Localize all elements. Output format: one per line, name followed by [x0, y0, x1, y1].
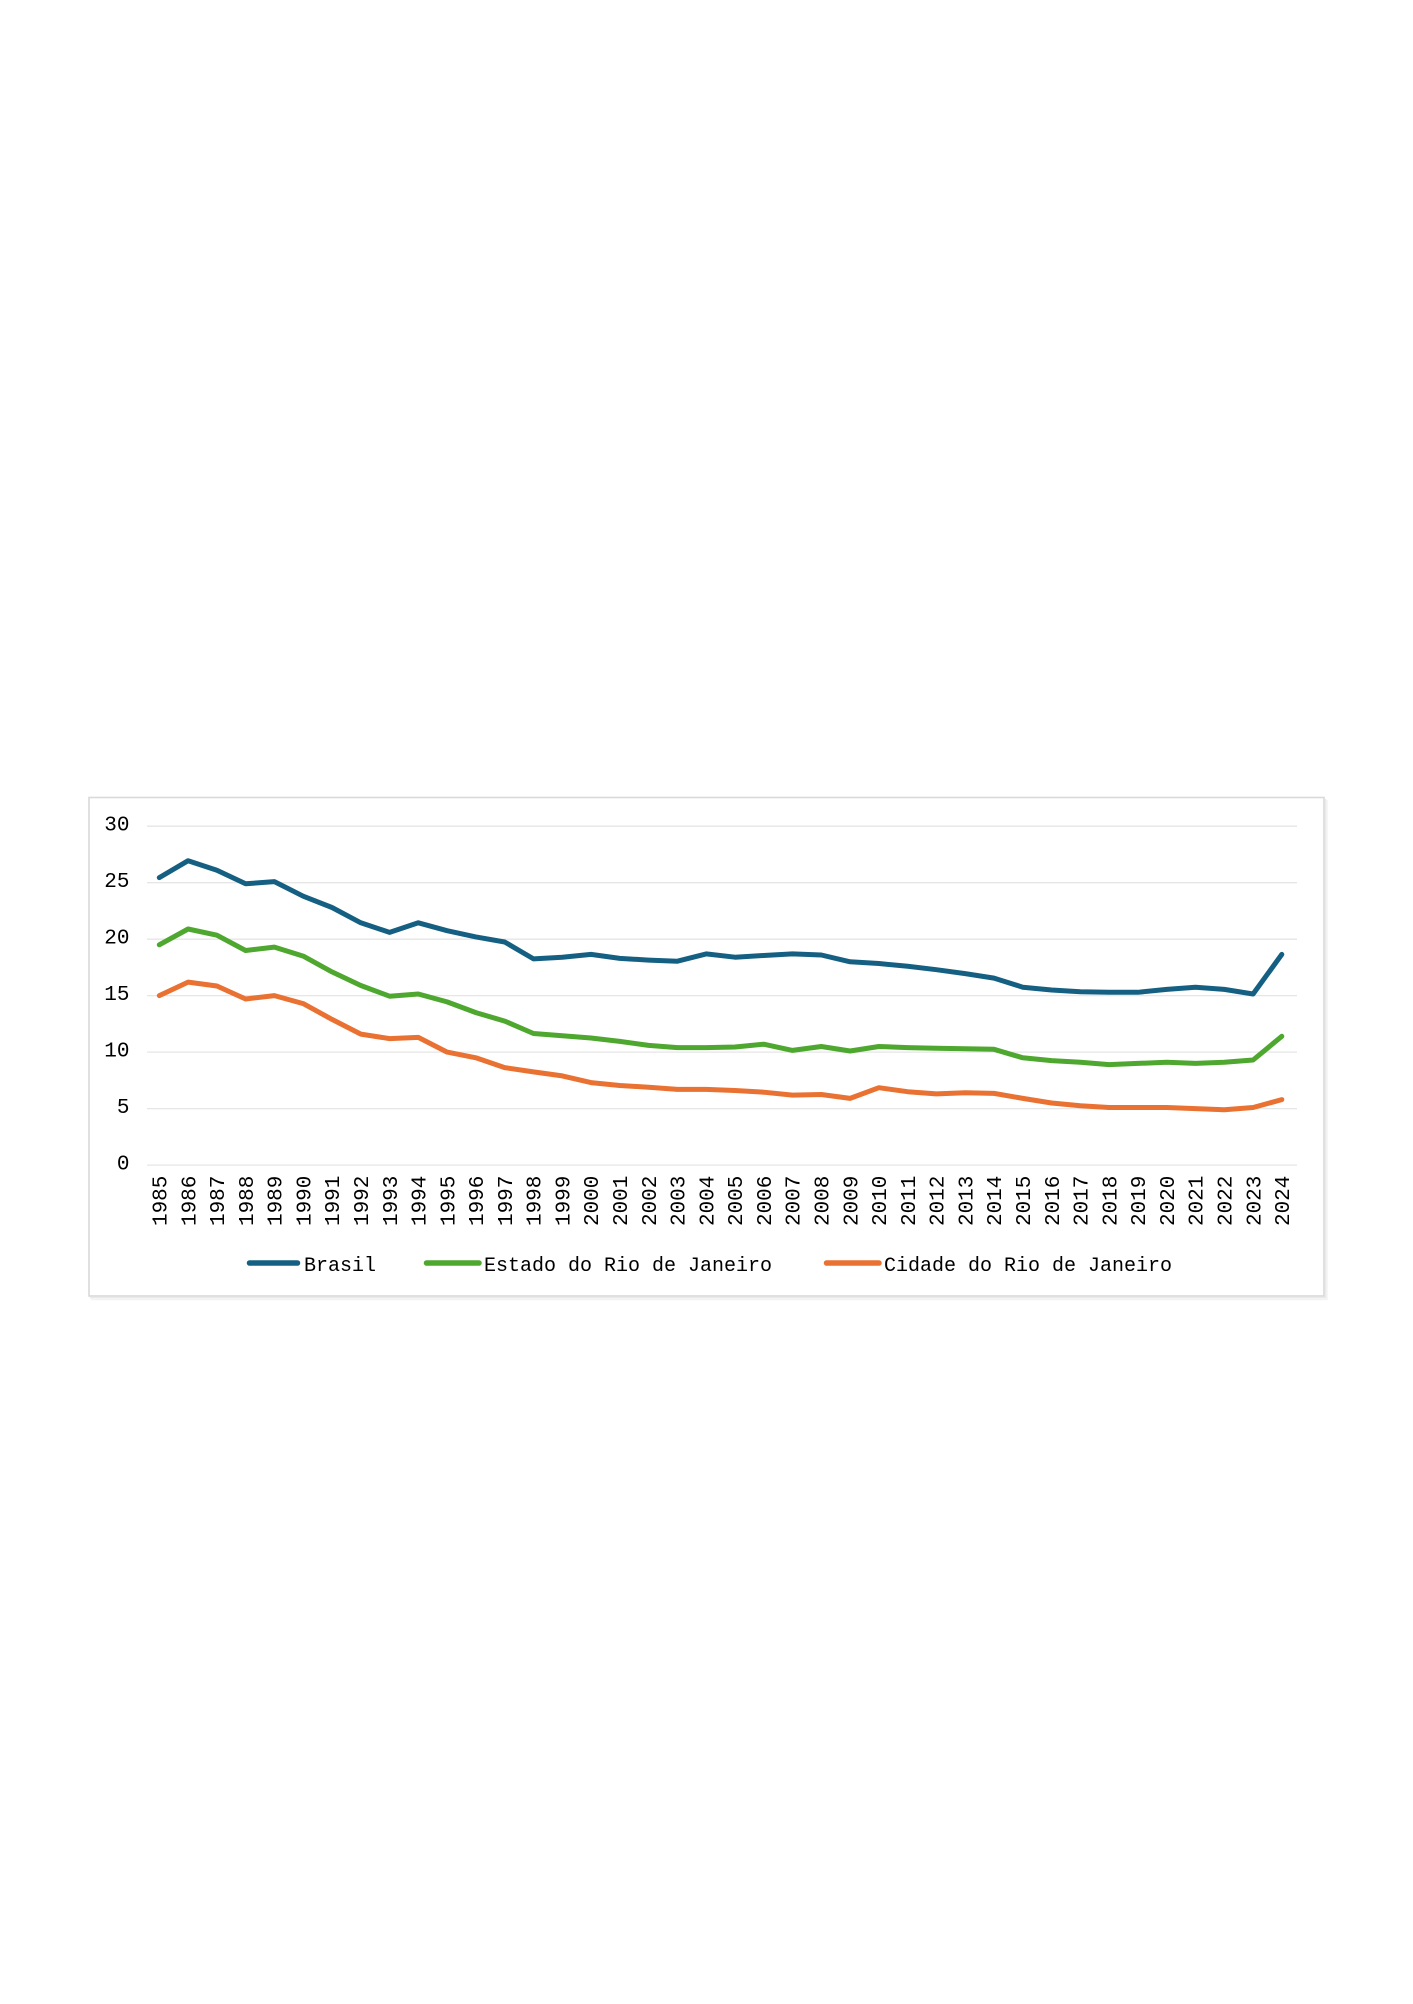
svg-text:30: 30	[104, 815, 129, 838]
svg-text:0: 0	[117, 1154, 130, 1177]
svg-text:25: 25	[104, 871, 129, 894]
svg-text:2019: 2019	[1129, 1176, 1152, 1226]
svg-text:2008: 2008	[813, 1176, 836, 1226]
svg-text:2021: 2021	[1187, 1176, 1210, 1226]
svg-text:1997: 1997	[496, 1176, 519, 1226]
svg-text:20: 20	[104, 928, 129, 951]
svg-text:2014: 2014	[985, 1176, 1008, 1226]
svg-text:2005: 2005	[726, 1176, 749, 1226]
svg-text:2004: 2004	[697, 1176, 720, 1226]
svg-text:Cidade do Rio de Janeiro: Cidade do Rio de Janeiro	[884, 1255, 1172, 1278]
svg-text:1986: 1986	[179, 1176, 202, 1226]
svg-text:1998: 1998	[525, 1176, 548, 1226]
svg-text:2009: 2009	[841, 1176, 864, 1226]
svg-text:2012: 2012	[928, 1176, 951, 1226]
svg-text:1992: 1992	[352, 1176, 375, 1226]
svg-text:1990: 1990	[294, 1176, 317, 1226]
svg-text:2000: 2000	[582, 1176, 605, 1226]
svg-text:2003: 2003	[669, 1176, 692, 1226]
svg-text:1999: 1999	[554, 1176, 577, 1226]
svg-text:1993: 1993	[381, 1176, 404, 1226]
svg-text:10: 10	[104, 1041, 129, 1064]
svg-text:1996: 1996	[467, 1176, 490, 1226]
svg-text:2020: 2020	[1158, 1176, 1181, 1226]
svg-text:2007: 2007	[784, 1176, 807, 1226]
svg-text:2006: 2006	[755, 1176, 778, 1226]
svg-text:Estado do Rio de Janeiro: Estado do Rio de Janeiro	[484, 1255, 772, 1278]
svg-text:2023: 2023	[1244, 1176, 1267, 1226]
svg-text:2022: 2022	[1216, 1176, 1239, 1226]
svg-text:1988: 1988	[237, 1176, 260, 1226]
svg-text:2017: 2017	[1072, 1176, 1095, 1226]
svg-text:1987: 1987	[208, 1176, 231, 1226]
svg-text:2010: 2010	[870, 1176, 893, 1226]
svg-text:Brasil: Brasil	[304, 1255, 376, 1278]
svg-text:2024: 2024	[1273, 1176, 1296, 1226]
svg-text:2016: 2016	[1043, 1176, 1066, 1226]
svg-text:2001: 2001	[611, 1176, 634, 1226]
svg-text:1991: 1991	[323, 1176, 346, 1226]
svg-text:15: 15	[104, 984, 129, 1007]
svg-text:2002: 2002	[640, 1176, 663, 1226]
svg-text:2018: 2018	[1100, 1176, 1123, 1226]
svg-text:1995: 1995	[438, 1176, 461, 1226]
svg-text:2013: 2013	[956, 1176, 979, 1226]
svg-text:1985: 1985	[151, 1176, 174, 1226]
svg-text:2015: 2015	[1014, 1176, 1037, 1226]
svg-text:5: 5	[117, 1097, 130, 1120]
svg-text:1989: 1989	[266, 1176, 289, 1226]
svg-text:1994: 1994	[410, 1176, 433, 1226]
svg-text:2011: 2011	[899, 1176, 922, 1226]
